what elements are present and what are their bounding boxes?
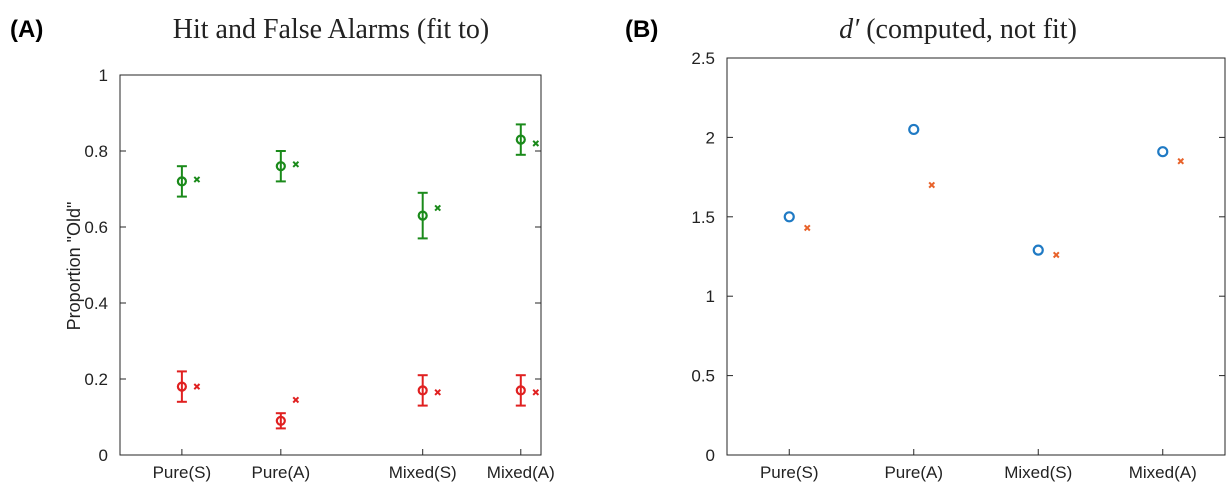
panel-a-y-tick-label: 0.2: [84, 370, 108, 389]
panel-a-point-x: [434, 204, 442, 212]
panel-b-point-x: [928, 181, 936, 189]
panel-a-point-circle: [275, 161, 286, 172]
panel-b-title: d′ (computed, not fit): [839, 14, 1077, 45]
panel-b-dprime: (B) d′ (computed, not fit) 00.511.522.5 …: [625, 14, 1226, 482]
panel-b-x-ticks: Pure(S) Pure(A) Mixed(S) Mixed(A): [760, 449, 1197, 482]
panel-a-point-x: [532, 388, 540, 396]
panel-b-marks: [783, 123, 1185, 259]
panel-b-plot-box: [726, 57, 1226, 456]
panel-a-y-ticks: 0 0.2 0.4 0.6 0.8 1: [84, 66, 541, 465]
panel-b-y-tick-label: 2.5: [691, 49, 715, 68]
panel-b-letter: (B): [625, 16, 658, 43]
panel-a-point-x-stroke: [193, 383, 201, 390]
panel-a-point-x: [292, 396, 300, 404]
panel-a-marks: [176, 123, 540, 430]
panel-a-y-axis-label: Proportion "Old": [64, 202, 84, 331]
panel-b-y-tick-label: 0.5: [691, 367, 715, 386]
panel-b-point-circle: [783, 211, 795, 223]
panel-a-x-tick-label: Pure(A): [252, 463, 311, 482]
panel-b-point-x: [1052, 251, 1060, 259]
panel-a-point-circle: [515, 134, 526, 145]
panel-b-point-x-stroke: [803, 224, 811, 232]
panel-a-point-circle: [176, 176, 187, 187]
panel-b-point-x: [1177, 157, 1185, 165]
panel-b-point-x: [803, 224, 811, 232]
panel-b-point-circle: [1157, 146, 1169, 158]
panel-b-point-x-stroke: [1177, 157, 1185, 165]
panel-a-y-tick-label: 0.8: [84, 142, 108, 161]
panel-b-point-x-stroke: [1052, 251, 1060, 259]
panel-a-y-tick-label: 1: [99, 66, 108, 85]
panel-a-hit-false-alarms: (A) Hit and False Alarms (fit to) Propor…: [10, 14, 555, 482]
panel-a-y-tick-label: 0.4: [84, 294, 108, 313]
panel-b-x-tick-label: Pure(A): [884, 463, 943, 482]
panel-a-point-x: [434, 388, 442, 396]
panel-b-point-x-stroke: [928, 181, 936, 189]
panel-a-point-circle: [515, 385, 526, 396]
panel-a-point-x-stroke: [292, 160, 300, 168]
panel-a-x-ticks: Pure(S) Pure(A) Mixed(S) Mixed(A): [153, 449, 555, 482]
panel-b-y-tick-label: 2: [706, 128, 715, 147]
panel-a-x-tick-label: Mixed(A): [487, 463, 555, 482]
panel-a-y-tick-label: 0: [99, 446, 108, 465]
panel-a-point-x-stroke: [532, 388, 540, 396]
panel-b-y-tick-label: 0: [706, 446, 715, 465]
panel-a-point-x: [532, 140, 540, 147]
panel-a-point-x: [193, 176, 201, 183]
panel-a-point-x: [292, 160, 300, 168]
panel-a-point-x: [193, 383, 201, 390]
panel-a-plot-box: [119, 74, 542, 456]
panel-b-x-tick-label: Mixed(S): [1004, 463, 1072, 482]
panel-a-point-x-stroke: [292, 396, 300, 404]
panel-a-point-circle: [417, 385, 428, 396]
panel-a-point-circle: [417, 210, 428, 221]
panel-b-x-tick-label: Mixed(A): [1129, 463, 1197, 482]
panel-a-point-x-stroke: [532, 140, 540, 147]
panel-a-title: Hit and False Alarms (fit to): [173, 14, 490, 45]
panel-a-y-tick-label: 0.6: [84, 218, 108, 237]
panel-a-point-circle: [275, 415, 286, 426]
panel-b-y-ticks: 0 0.5 1 1.5 2 2.5: [691, 49, 1225, 465]
panel-b-y-tick-label: 1: [706, 287, 715, 306]
panel-b-x-tick-label: Pure(S): [760, 463, 819, 482]
panel-a-point-x-stroke: [434, 204, 442, 212]
panel-a-point-circle: [176, 381, 187, 392]
panel-b-y-tick-label: 1.5: [691, 208, 715, 227]
panel-a-x-tick-label: Pure(S): [153, 463, 212, 482]
panel-a-x-tick-label: Mixed(S): [389, 463, 457, 482]
panel-a-letter: (A): [10, 16, 43, 43]
panel-a-point-x-stroke: [434, 388, 442, 396]
panel-b-point-circle: [908, 123, 920, 136]
panel-b-point-circle: [1032, 244, 1044, 256]
panel-a-point-x-stroke: [193, 176, 201, 183]
